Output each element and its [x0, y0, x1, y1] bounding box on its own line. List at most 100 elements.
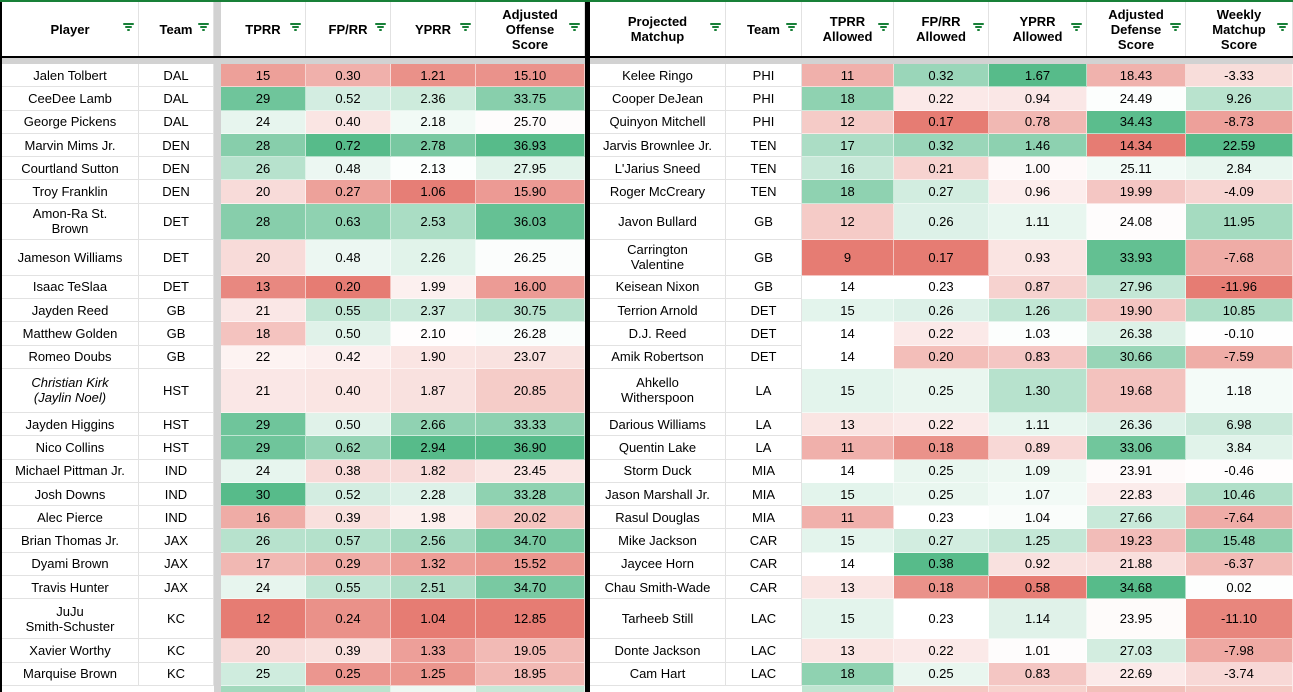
- cell-team[interactable]: GB: [726, 203, 802, 240]
- cell-tprr_a[interactable]: 12: [802, 110, 894, 134]
- cell-ads[interactable]: 34.43: [1087, 110, 1186, 134]
- cell-aos[interactable]: 34.70: [476, 529, 585, 553]
- filter-icon[interactable]: [197, 23, 210, 35]
- cell-player[interactable]: Nico Collins: [2, 436, 139, 460]
- cell-aos[interactable]: 25.70: [476, 110, 585, 134]
- cell-wms[interactable]: -0.10: [1186, 322, 1293, 346]
- cell-yprr_a[interactable]: 0.94: [989, 87, 1087, 111]
- cell-tprr[interactable]: 20: [221, 639, 306, 663]
- cell-team[interactable]: GB: [726, 275, 802, 300]
- cell-yprr[interactable]: 2.28: [391, 482, 476, 507]
- cell-yprr_a[interactable]: 1.04: [989, 506, 1087, 530]
- cell-ads[interactable]: 22.83: [1087, 482, 1186, 507]
- cell-matchup[interactable]: Darious Williams: [590, 412, 726, 437]
- cell-ads[interactable]: 19.99: [1087, 180, 1186, 204]
- cell-tprr_a[interactable]: 11: [802, 436, 894, 460]
- cell-wms[interactable]: -8.73: [1186, 110, 1293, 134]
- cell-ads[interactable]: 33.06: [1087, 436, 1186, 460]
- cell-yprr_a[interactable]: 0.78: [989, 110, 1087, 134]
- filter-icon[interactable]: [972, 23, 985, 35]
- cell-fprr_a[interactable]: 0.23: [894, 599, 989, 640]
- cell-yprr_a[interactable]: 1.25: [989, 529, 1087, 553]
- cell-team[interactable]: DET: [726, 299, 802, 323]
- cell-fprr_a[interactable]: 0.23: [894, 275, 989, 300]
- cell-tprr[interactable]: 29: [221, 412, 306, 437]
- cell-player[interactable]: Christian Kirk (Jaylin Noel): [2, 368, 139, 413]
- cell-tprr[interactable]: 26: [221, 157, 306, 181]
- cell-fprr_a[interactable]: 0.25: [894, 662, 989, 686]
- cell-matchup[interactable]: Rasul Douglas: [590, 506, 726, 530]
- cell-tprr_a[interactable]: 18: [802, 662, 894, 686]
- cell-matchup[interactable]: Donte Jackson: [590, 639, 726, 663]
- filter-icon[interactable]: [785, 23, 798, 35]
- cell-fprr[interactable]: 0.25: [306, 662, 391, 686]
- cell-team[interactable]: DET: [139, 203, 214, 240]
- cell-player[interactable]: Jayden Higgins: [2, 412, 139, 437]
- cell-yprr[interactable]: 2.37: [391, 299, 476, 323]
- cell-wms[interactable]: -0.46: [1186, 459, 1293, 483]
- cell-aos[interactable]: 15.90: [476, 180, 585, 204]
- cell-tprr[interactable]: 24: [221, 110, 306, 134]
- cell-fprr_a[interactable]: 0.27: [894, 180, 989, 204]
- cell-team[interactable]: LAC: [726, 662, 802, 686]
- cell-tprr_a[interactable]: 9: [802, 239, 894, 276]
- cell-wms[interactable]: -11.10: [1186, 599, 1293, 640]
- cell-aos[interactable]: 26.28: [476, 322, 585, 346]
- cell-fprr_a[interactable]: 0.17: [894, 239, 989, 276]
- cell-matchup[interactable]: Jaycee Horn: [590, 552, 726, 577]
- cell-ads[interactable]: 23.95: [1087, 599, 1186, 640]
- cell-fprr[interactable]: 0.55: [306, 576, 391, 600]
- cell-matchup[interactable]: Storm Duck: [590, 459, 726, 483]
- cell-team[interactable]: IND: [139, 459, 214, 483]
- cell-tprr_a[interactable]: 13: [802, 639, 894, 663]
- cell-aos[interactable]: 19.05: [476, 639, 585, 663]
- cell-wms[interactable]: 2.84: [1186, 157, 1293, 181]
- cell-fprr[interactable]: 0.39: [306, 506, 391, 530]
- cell-team[interactable]: GB: [139, 322, 214, 346]
- cell-yprr[interactable]: 2.18: [391, 110, 476, 134]
- cell-fprr[interactable]: 0.39: [306, 639, 391, 663]
- cell-team[interactable]: TEN: [726, 133, 802, 158]
- cell-tprr[interactable]: 15: [221, 64, 306, 88]
- cell-fprr_a[interactable]: 0.20: [894, 345, 989, 369]
- cell-fprr_a[interactable]: 0.38: [894, 552, 989, 577]
- cell-aos[interactable]: 16.00: [476, 275, 585, 300]
- cell-wms[interactable]: 15.48: [1186, 529, 1293, 553]
- filter-icon[interactable]: [1070, 23, 1083, 35]
- cell-ads[interactable]: 23.91: [1087, 459, 1186, 483]
- cell-player[interactable]: Travis Hunter: [2, 576, 139, 600]
- cell-tprr_a[interactable]: 14: [802, 275, 894, 300]
- cell-aos[interactable]: 36.93: [476, 133, 585, 158]
- cell-aos[interactable]: 15.10: [476, 64, 585, 88]
- cell-fprr[interactable]: 0.40: [306, 110, 391, 134]
- cell-yprr[interactable]: 2.10: [391, 322, 476, 346]
- cell-fprr[interactable]: 0.29: [306, 552, 391, 577]
- cell-aos[interactable]: 23.07: [476, 345, 585, 369]
- cell-team[interactable]: PHI: [726, 64, 802, 88]
- cell-aos[interactable]: 18.95: [476, 662, 585, 686]
- cell-team[interactable]: IND: [139, 482, 214, 507]
- cell-matchup[interactable]: Tarheeb Still: [590, 599, 726, 640]
- cell-fprr_a[interactable]: 0.22: [894, 87, 989, 111]
- column-header-team[interactable]: Team: [139, 2, 214, 56]
- cell-fprr[interactable]: 0.63: [306, 203, 391, 240]
- cell-matchup[interactable]: Quentin Lake: [590, 436, 726, 460]
- cell-team[interactable]: DAL: [139, 87, 214, 111]
- column-header-yprr_a[interactable]: YPRR Allowed: [989, 2, 1087, 56]
- cell-yprr[interactable]: 2.13: [391, 157, 476, 181]
- cell-team[interactable]: HST: [139, 412, 214, 437]
- cell-wms[interactable]: 9.26: [1186, 87, 1293, 111]
- cell-fprr[interactable]: 0.48: [306, 239, 391, 276]
- column-header-player[interactable]: Player: [2, 2, 139, 56]
- cell-matchup[interactable]: Chau Smith-Wade: [590, 576, 726, 600]
- cell-fprr_a[interactable]: 0.23: [894, 506, 989, 530]
- cell-matchup[interactable]: Roger McCreary: [590, 180, 726, 204]
- cell-team[interactable]: IND: [139, 506, 214, 530]
- cell-player[interactable]: Xavier Worthy: [2, 639, 139, 663]
- cell-ads[interactable]: 21.88: [1087, 552, 1186, 577]
- cell-ads[interactable]: 19.68: [1087, 368, 1186, 413]
- cell-tprr[interactable]: 28: [221, 203, 306, 240]
- cell-fprr_a[interactable]: 0.22: [894, 412, 989, 437]
- cell-wms[interactable]: -3.33: [1186, 64, 1293, 88]
- cell-team[interactable]: TEN: [726, 180, 802, 204]
